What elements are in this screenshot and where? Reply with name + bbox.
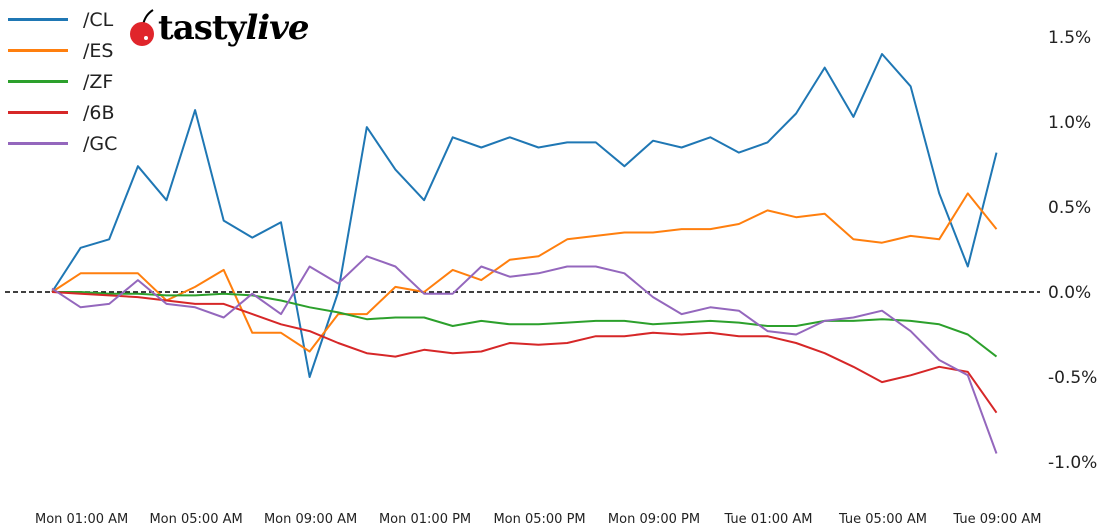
y-tick-label: -1.0% [1048, 453, 1097, 473]
x-tick-label: Mon 05:00 AM [149, 512, 242, 527]
series-line-gc [51, 255, 998, 454]
x-tick-label: Tue 01:00 AM [723, 512, 812, 527]
legend-label: /6B [83, 101, 115, 124]
legend-item-es: /ES [8, 35, 117, 66]
legend-item-6b: /6B [8, 97, 117, 128]
y-tick-label: 0.0% [1048, 283, 1091, 303]
series-line-zf [52, 291, 998, 358]
cherry-icon [130, 9, 154, 46]
series-lines [51, 53, 998, 454]
y-tick-label: 1.5% [1048, 28, 1091, 48]
y-tick-label: 0.5% [1048, 198, 1091, 218]
x-tick-label: Mon 05:00 PM [493, 512, 585, 527]
legend: /CL /ES /ZF /6B /GC [8, 4, 117, 159]
tastylive-logo: tastylive [128, 8, 310, 48]
legend-item-zf: /ZF [8, 66, 117, 97]
x-tick-label: Mon 09:00 PM [608, 512, 700, 527]
x-axis-ticks: Mon 01:00 AM Mon 05:00 AM Mon 09:00 AM Mon … [35, 512, 1041, 527]
series-line-es [51, 192, 998, 353]
x-tick-label: Mon 09:00 AM [264, 512, 357, 527]
legend-label: /ZF [83, 70, 114, 93]
y-axis-ticks: -1.0% -0.5% 0.0% 0.5% 1.0% 1.5% [1048, 28, 1097, 473]
logo-text: tastylive [158, 8, 310, 48]
legend-item-gc: /GC [8, 128, 117, 159]
series-line-6b [51, 291, 998, 414]
y-tick-label: -0.5% [1048, 368, 1097, 388]
x-tick-label: Tue 09:00 AM [952, 512, 1041, 527]
legend-swatch [8, 80, 68, 83]
legend-item-cl: /CL [8, 4, 117, 35]
x-tick-label: Tue 05:00 AM [838, 512, 927, 527]
legend-swatch [8, 49, 68, 52]
legend-swatch [8, 18, 68, 21]
legend-label: /GC [83, 132, 118, 155]
x-tick-label: Mon 01:00 AM [35, 512, 128, 527]
series-line-cl [51, 53, 998, 378]
x-tick-label: Mon 01:00 PM [379, 512, 471, 527]
y-tick-label: 1.0% [1048, 113, 1091, 133]
legend-label: /ES [83, 39, 114, 62]
legend-swatch [8, 111, 68, 114]
legend-swatch [8, 142, 68, 145]
legend-label: /CL [83, 8, 114, 31]
